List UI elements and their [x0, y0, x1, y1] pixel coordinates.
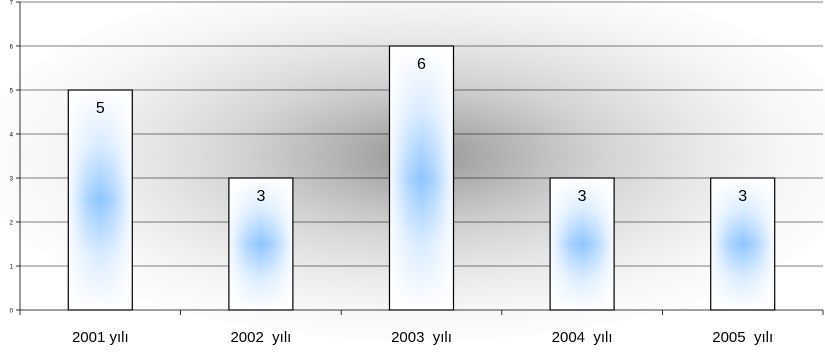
y-tick-label: 4 — [10, 133, 14, 139]
data-label: 5 — [96, 100, 105, 117]
bar — [228, 177, 294, 311]
y-tick-label: 2 — [10, 221, 14, 227]
y-tick-label: 0 — [10, 309, 14, 315]
x-tick-label: 2001 yılı — [72, 329, 129, 346]
x-tick-label: 2002 yılı — [230, 329, 291, 346]
data-label: 3 — [738, 188, 747, 205]
bar-highlight — [68, 90, 133, 310]
data-label: 3 — [578, 188, 587, 205]
bars — [67, 45, 776, 311]
bar-highlight — [228, 178, 293, 310]
x-tick-label: 2004 yılı — [552, 329, 613, 346]
y-tick-label: 6 — [10, 45, 14, 51]
y-tick-label: 1 — [10, 265, 14, 271]
bar-highlight — [550, 178, 615, 310]
bar-highlight — [389, 46, 454, 310]
x-tick-label: 2005 yılı — [712, 329, 773, 346]
bar — [388, 45, 455, 311]
y-tick-label: 7 — [10, 1, 14, 7]
axes: 0 1 2 3 4 5 6 7 — [10, 1, 824, 315]
bar — [67, 89, 133, 311]
bar — [549, 177, 615, 311]
bar — [710, 177, 776, 311]
data-label: 3 — [256, 188, 265, 205]
data-label: 6 — [417, 56, 426, 73]
bar-highlight — [710, 178, 775, 310]
x-tick-label: 2003 yılı — [391, 329, 452, 346]
data-labels: 5 2001 yılı 3 2002 yılı 6 2003 yılı 3 2004 yılı… — [72, 56, 773, 346]
y-tick-label: 5 — [10, 89, 14, 95]
y-tick-label: 3 — [10, 177, 14, 183]
